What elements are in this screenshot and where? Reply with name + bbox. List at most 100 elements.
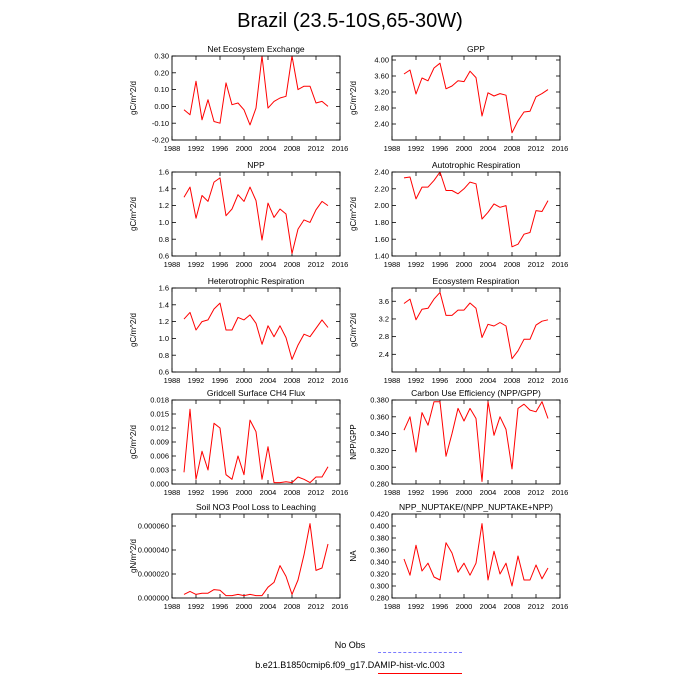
x-tick-label: 2012 bbox=[308, 144, 325, 153]
y-tick-label: 1.0 bbox=[159, 218, 169, 227]
y-tick-label: 3.60 bbox=[374, 72, 389, 81]
y-tick-label: 1.4 bbox=[159, 184, 169, 193]
plot-frame bbox=[171, 287, 341, 373]
panel-title: NPP bbox=[247, 160, 265, 170]
plot-frame bbox=[391, 55, 561, 141]
x-tick-label: 1996 bbox=[212, 488, 229, 497]
y-axis-label: gC/m^2/d bbox=[129, 81, 138, 115]
y-tick-label: 3.6 bbox=[379, 297, 389, 306]
y-tick-label: 0.006 bbox=[150, 452, 169, 461]
y-tick-label: 0.300 bbox=[370, 463, 389, 472]
x-tick-label: 2008 bbox=[284, 488, 301, 497]
series-line bbox=[183, 302, 329, 360]
x-tick-label: 2016 bbox=[332, 602, 349, 611]
chart-panel-8: Carbon Use Efficiency (NPP/GPP) NPP/GPP 19… bbox=[349, 388, 568, 497]
x-tick-label: 2008 bbox=[284, 602, 301, 611]
x-tick-label: 2012 bbox=[528, 144, 545, 153]
y-tick-label: 1.60 bbox=[374, 235, 389, 244]
x-tick-label: 1992 bbox=[188, 376, 205, 385]
x-tick-label: 1992 bbox=[408, 144, 425, 153]
x-tick-label: 1988 bbox=[384, 144, 401, 153]
series-line bbox=[183, 55, 329, 126]
series-line bbox=[403, 62, 549, 134]
y-tick-label: 0.000060 bbox=[138, 522, 169, 531]
panel-title: Soil NO3 Pool Loss to Leaching bbox=[196, 502, 316, 512]
x-tick-label: 2008 bbox=[504, 376, 521, 385]
x-tick-label: 2004 bbox=[260, 376, 277, 385]
y-tick-label: 0.20 bbox=[154, 68, 169, 77]
chart-panel-4: Autotrophic Respiration gC/m^2/d 1988 1992 1… bbox=[349, 160, 568, 269]
panel-title: Ecosystem Respiration bbox=[433, 276, 520, 286]
series-line bbox=[183, 177, 329, 254]
x-tick-label: 1992 bbox=[408, 260, 425, 269]
y-tick-label: 0.340 bbox=[370, 429, 389, 438]
series-line bbox=[403, 291, 549, 360]
x-tick-label: 1988 bbox=[384, 602, 401, 611]
plot-frame bbox=[391, 399, 561, 485]
x-tick-label: 2008 bbox=[504, 144, 521, 153]
x-tick-label: 1992 bbox=[408, 602, 425, 611]
x-tick-label: 2012 bbox=[528, 602, 545, 611]
legend-obs-line bbox=[378, 652, 462, 653]
x-tick-label: 2016 bbox=[552, 144, 569, 153]
x-tick-label: 1988 bbox=[164, 488, 181, 497]
x-tick-label: 1988 bbox=[164, 602, 181, 611]
chart-panel-2: GPP gC/m^2/d 1988 1992 1996 2000 2004 2008 2012 2… bbox=[349, 44, 568, 153]
series-line bbox=[403, 171, 549, 248]
y-tick-label: 0.000000 bbox=[138, 594, 169, 603]
y-tick-label: 1.2 bbox=[159, 317, 169, 326]
x-tick-label: 2016 bbox=[332, 260, 349, 269]
x-tick-label: 1996 bbox=[432, 376, 449, 385]
x-tick-label: 1996 bbox=[432, 260, 449, 269]
plot-frame bbox=[171, 513, 341, 599]
panel-title: Heterotrophic Respiration bbox=[208, 276, 305, 286]
y-tick-label: 2.8 bbox=[379, 332, 389, 341]
y-tick-label: 0.280 bbox=[370, 594, 389, 603]
x-tick-label: 1992 bbox=[408, 488, 425, 497]
y-tick-label: 0.360 bbox=[370, 412, 389, 421]
panel-title: NPP_NUPTAKE/(NPP_NUPTAKE+NPP) bbox=[399, 502, 553, 512]
y-tick-label: 1.4 bbox=[159, 300, 169, 309]
x-tick-label: 1996 bbox=[432, 488, 449, 497]
chart-panel-6: Ecosystem Respiration gC/m^2/d 1988 1992 199… bbox=[349, 276, 568, 385]
x-tick-label: 1988 bbox=[384, 488, 401, 497]
x-tick-label: 1992 bbox=[188, 602, 205, 611]
y-tick-label: 0.003 bbox=[150, 466, 169, 475]
series-line bbox=[183, 408, 329, 484]
y-tick-label: 0.000 bbox=[150, 480, 169, 489]
y-tick-label: 0.340 bbox=[370, 558, 389, 567]
x-tick-label: 2000 bbox=[236, 260, 253, 269]
x-tick-label: 1996 bbox=[432, 602, 449, 611]
x-tick-label: 1996 bbox=[212, 260, 229, 269]
panel-title: Autotrophic Respiration bbox=[432, 160, 521, 170]
y-tick-label: 2.40 bbox=[374, 168, 389, 177]
y-tick-label: 1.6 bbox=[159, 168, 169, 177]
legend-run-line bbox=[378, 673, 462, 674]
x-tick-label: 2004 bbox=[260, 144, 277, 153]
x-tick-label: 1992 bbox=[188, 144, 205, 153]
chart-panel-5: Heterotrophic Respiration gC/m^2/d 1988 199… bbox=[129, 276, 348, 385]
y-axis-label: gC/m^2/d bbox=[349, 313, 358, 347]
x-tick-label: 2012 bbox=[528, 376, 545, 385]
plot-frame bbox=[391, 513, 561, 599]
y-tick-label: 0.10 bbox=[154, 85, 169, 94]
y-tick-label: 2.40 bbox=[374, 120, 389, 129]
x-tick-label: 2008 bbox=[284, 144, 301, 153]
x-tick-label: 2000 bbox=[456, 144, 473, 153]
panel-title: GPP bbox=[467, 44, 485, 54]
y-tick-label: 2.80 bbox=[374, 104, 389, 113]
x-tick-label: 2004 bbox=[480, 602, 497, 611]
y-tick-label: 0.009 bbox=[150, 438, 169, 447]
panel-title: Net Ecosystem Exchange bbox=[207, 44, 305, 54]
x-tick-label: 2016 bbox=[332, 144, 349, 153]
x-tick-label: 2004 bbox=[260, 488, 277, 497]
y-tick-label: 3.20 bbox=[374, 88, 389, 97]
figure-title: Brazil (23.5-10S,65-30W) bbox=[237, 10, 463, 32]
x-tick-label: 2000 bbox=[236, 376, 253, 385]
chart-panel-10: NPP_NUPTAKE/(NPP_NUPTAKE+NPP) NA 1988 1992 1… bbox=[349, 502, 568, 611]
x-tick-label: 2004 bbox=[480, 144, 497, 153]
series-line bbox=[403, 523, 549, 587]
y-axis-label: gN/m^2/d bbox=[129, 539, 138, 573]
x-tick-label: 2008 bbox=[504, 260, 521, 269]
y-tick-label: 0.380 bbox=[370, 396, 389, 405]
